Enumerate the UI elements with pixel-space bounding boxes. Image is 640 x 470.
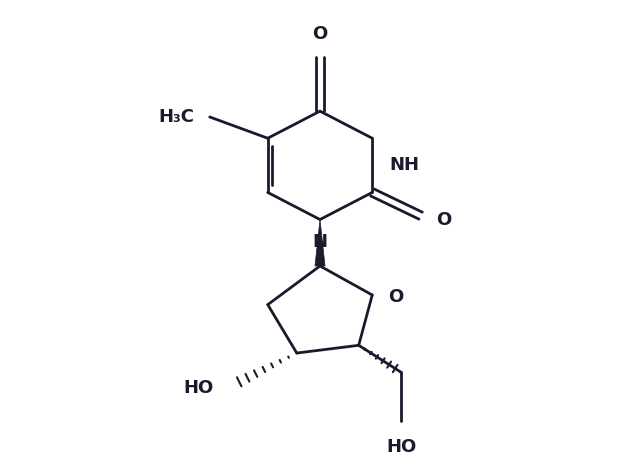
Polygon shape [315, 219, 325, 266]
Text: N: N [312, 233, 328, 251]
Text: O: O [436, 211, 451, 228]
Text: HO: HO [386, 438, 417, 456]
Text: O: O [388, 288, 403, 306]
Text: HO: HO [183, 379, 214, 397]
Text: NH: NH [390, 157, 420, 174]
Text: O: O [312, 25, 328, 43]
Text: H₃C: H₃C [158, 108, 194, 126]
